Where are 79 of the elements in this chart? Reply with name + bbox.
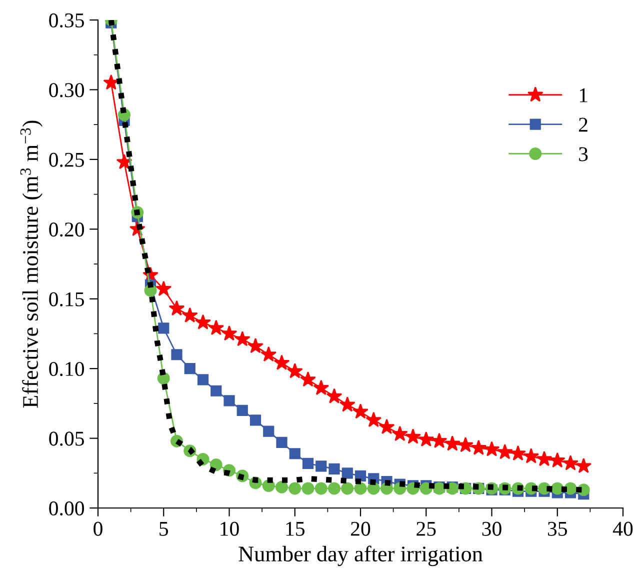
point (536, 450, 552, 466)
point (418, 431, 434, 447)
y-tick-label: 0.30 (49, 83, 84, 98)
point (182, 307, 198, 322)
point (328, 463, 340, 475)
point (302, 458, 314, 469)
legend-label: 3 (579, 147, 588, 162)
point (171, 349, 182, 360)
point (366, 412, 382, 428)
point (263, 426, 274, 437)
y-tick-label: 0.00 (49, 501, 84, 516)
point (313, 380, 330, 395)
point (405, 428, 421, 444)
point (288, 482, 302, 495)
point (289, 448, 300, 460)
point (260, 346, 277, 362)
point (210, 458, 222, 472)
point (276, 480, 288, 494)
point (354, 482, 367, 495)
point (496, 444, 513, 460)
x-tick-label: 40 (612, 522, 633, 536)
point (431, 432, 448, 448)
y-tick-label: 0.10 (49, 362, 84, 376)
x-tick-label: 10 (220, 522, 239, 536)
point (274, 354, 290, 370)
point (224, 395, 235, 406)
point (158, 322, 170, 334)
point (156, 280, 172, 296)
point (250, 414, 262, 426)
legend-label: 1 (580, 88, 588, 102)
point (458, 436, 474, 452)
point (326, 388, 342, 404)
legend-label: 2 (579, 118, 588, 132)
point (484, 441, 500, 456)
point (314, 482, 328, 495)
point (300, 371, 316, 387)
point (549, 452, 566, 468)
point (197, 374, 209, 386)
point (576, 458, 592, 474)
x-tick-label: 0 (94, 522, 102, 536)
point (248, 338, 264, 354)
point (341, 482, 354, 495)
point (221, 325, 238, 341)
point (352, 403, 368, 419)
point (523, 448, 540, 464)
point (392, 426, 408, 441)
x-axis-title: Number day after irrigation (238, 546, 483, 566)
y-tick-label: 0.25 (49, 152, 84, 167)
point (236, 404, 248, 416)
point (116, 154, 132, 170)
point (184, 363, 196, 374)
x-tick-label: 30 (482, 522, 502, 536)
point (234, 330, 250, 346)
point (302, 482, 314, 495)
point (444, 436, 460, 451)
point (276, 436, 288, 448)
y-tick-label: 0.35 (49, 13, 84, 28)
point (168, 300, 185, 316)
point (208, 320, 224, 336)
y-tick-label: 0.20 (49, 222, 84, 237)
point (195, 314, 211, 330)
y-tick-label: 0.05 (49, 432, 84, 446)
point (328, 482, 340, 495)
point (286, 363, 303, 378)
point (210, 385, 222, 396)
point (339, 396, 356, 412)
point (562, 455, 578, 470)
point (378, 418, 395, 434)
x-tick-label: 35 (548, 522, 567, 536)
point (342, 468, 353, 479)
y-tick-label: 0.15 (49, 292, 84, 306)
x-tick-label: 20 (351, 522, 370, 536)
x-tick-label: 5 (160, 522, 168, 536)
y-axis-title: Effective soil moisture (m$^{3}$ m$^{−3}$) (20, 120, 43, 408)
x-tick-label: 25 (416, 522, 436, 536)
point (510, 445, 526, 460)
point (470, 440, 487, 455)
point (316, 460, 327, 472)
x-tick-label: 15 (286, 522, 304, 536)
